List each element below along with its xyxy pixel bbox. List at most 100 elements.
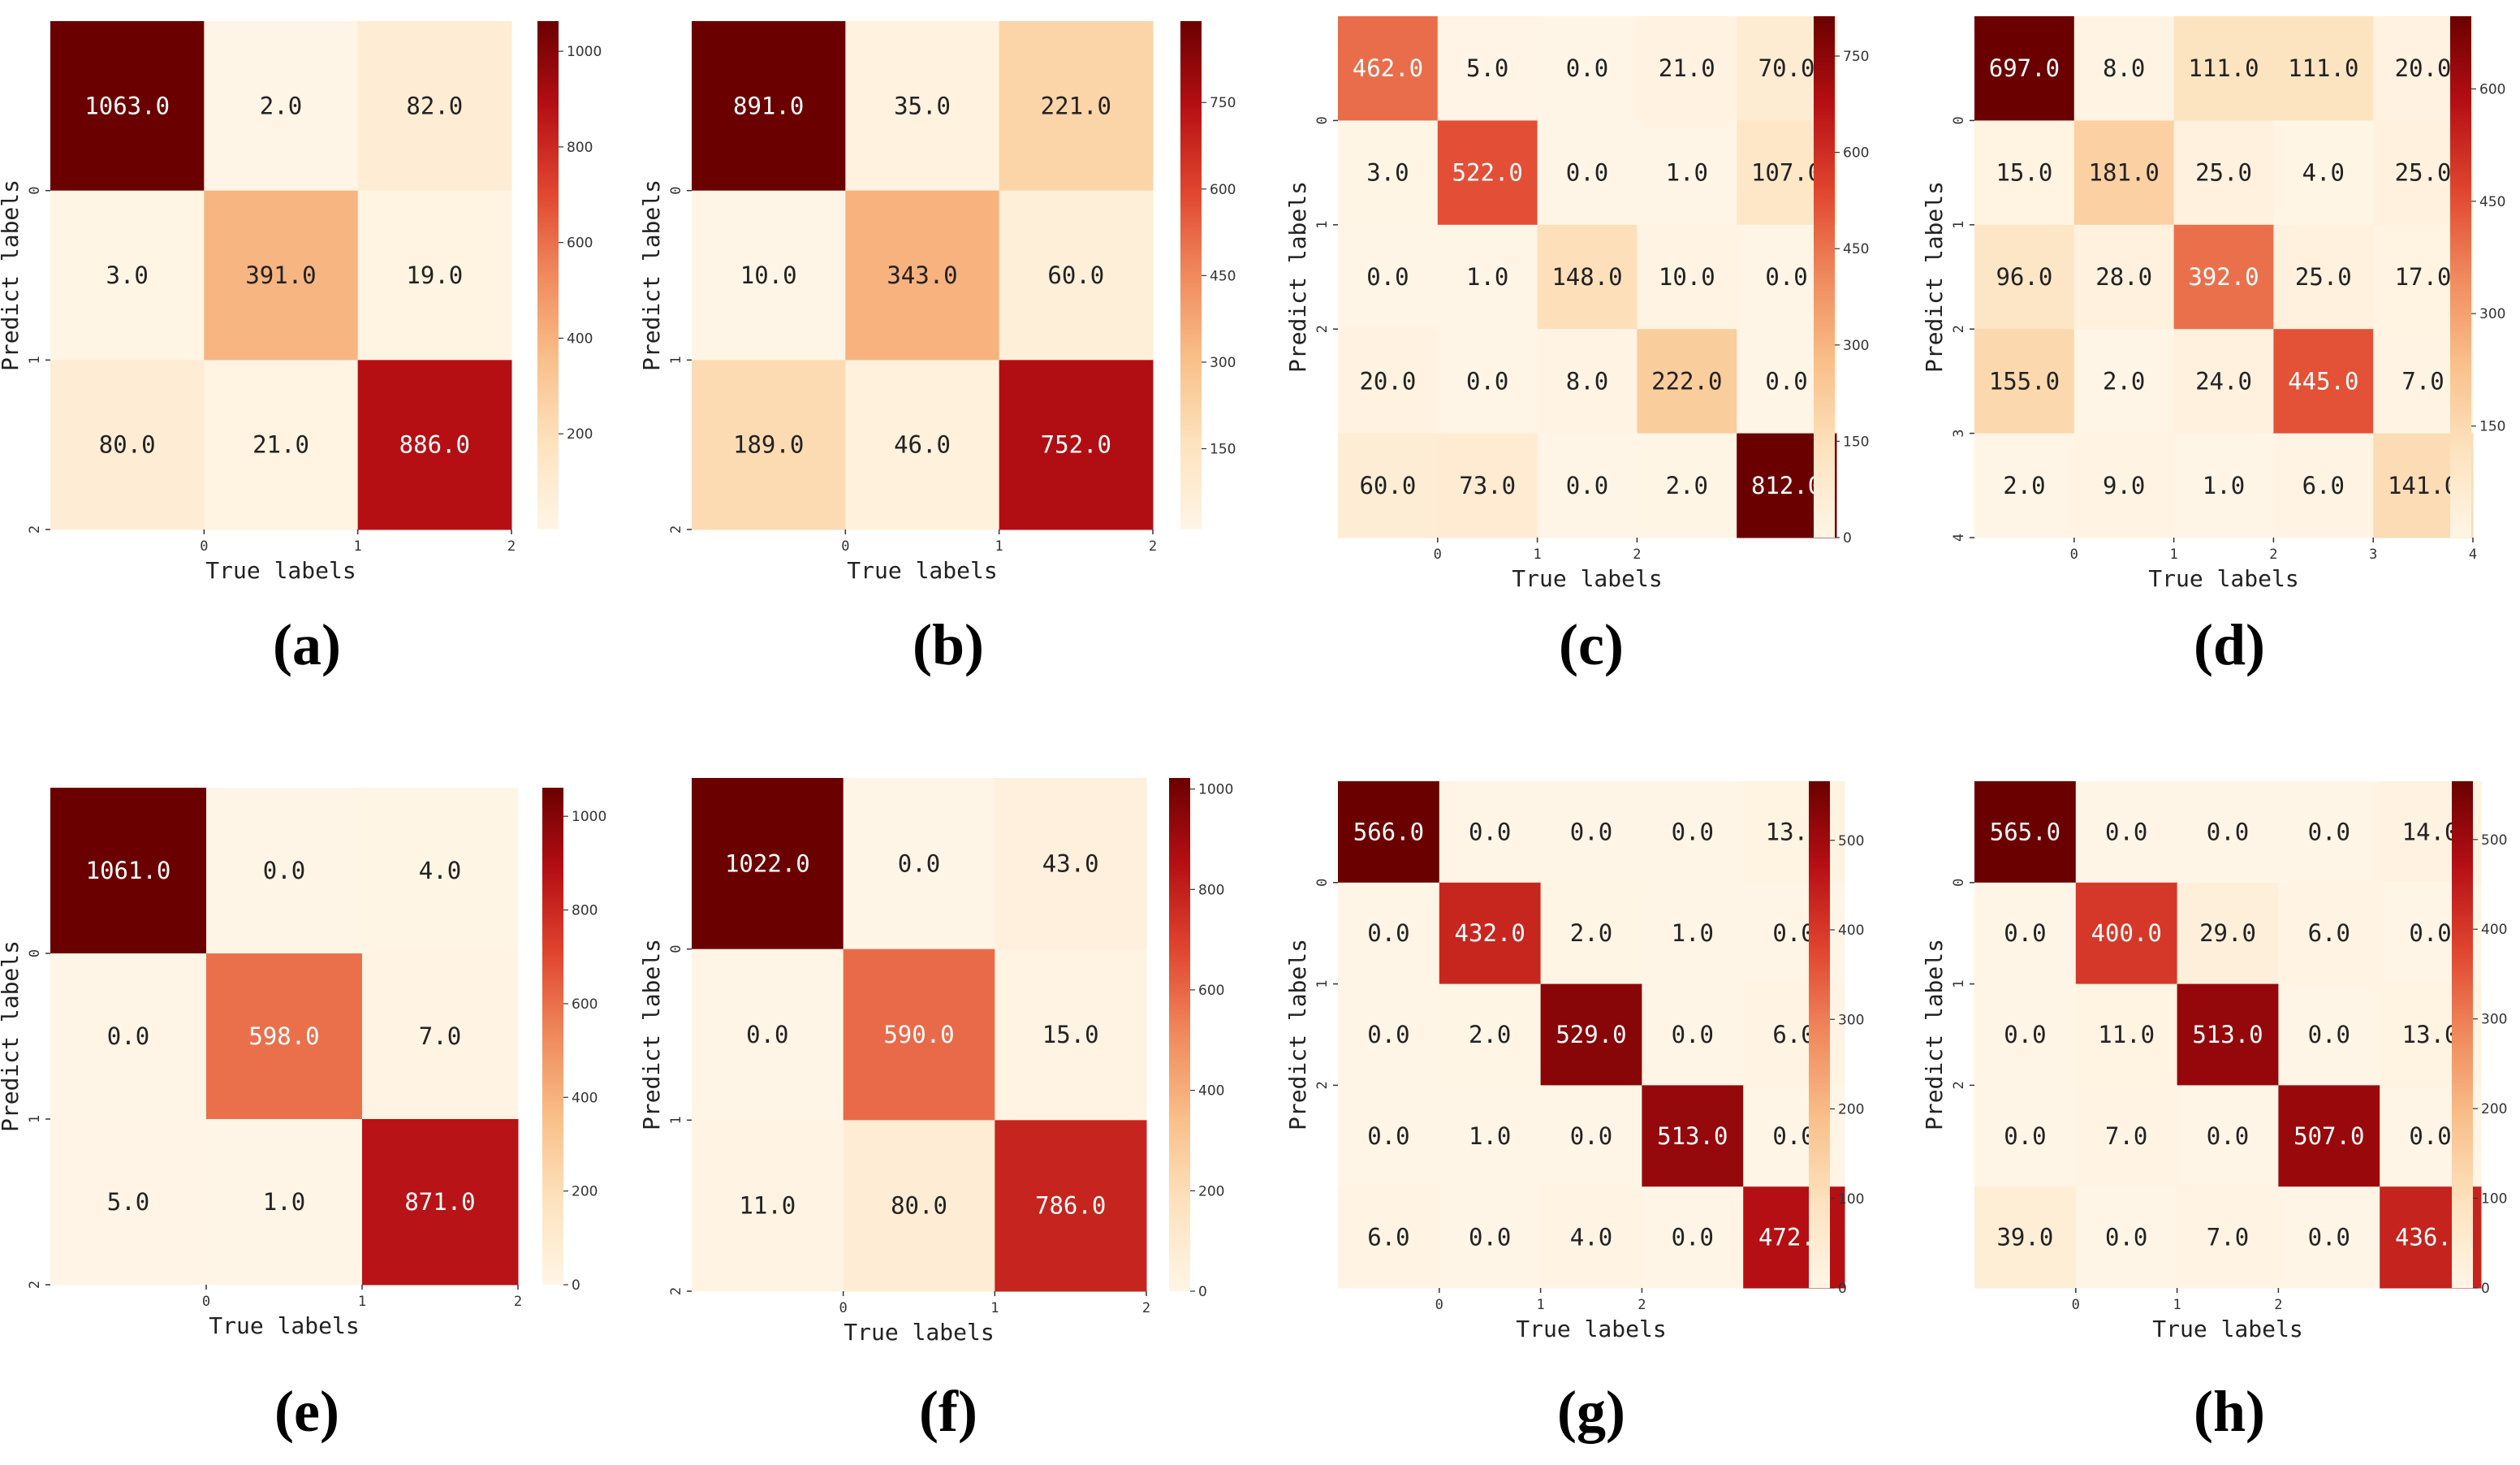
x-axis-title: True labels	[2148, 565, 2298, 592]
heatmap-cell	[204, 21, 359, 192]
colorbar-tick-label: 400	[2481, 922, 2507, 938]
cell-value: 0.0	[1566, 159, 1608, 187]
colorbar-tick-label: 600	[572, 996, 598, 1013]
cell-value: 1.0	[2203, 472, 2245, 499]
panel-label: (b)	[913, 612, 984, 677]
y-tick-label: 1	[1951, 979, 1967, 987]
heatmap-cell	[2177, 1186, 2279, 1289]
cell-value: 0.0	[746, 1021, 788, 1048]
x-tick-label: 2	[1638, 1297, 1646, 1313]
heatmap-cell	[2075, 1085, 2178, 1187]
x-tick-label: 0	[2070, 547, 2078, 563]
cell-value: 0.0	[2207, 818, 2249, 845]
heatmap-cell	[1974, 433, 2075, 538]
heatmap-cell	[1338, 329, 1439, 434]
cell-value: 697.0	[1989, 54, 2060, 82]
heatmap-cell	[1642, 983, 1744, 1086]
cell-value: 73.0	[1459, 472, 1516, 499]
heatmap-cell	[845, 360, 1000, 530]
y-tick-label: 2	[27, 1281, 43, 1289]
heatmap-cell	[2075, 983, 2178, 1086]
colorbar-tick-label: 200	[1198, 1183, 1224, 1199]
heatmap-cell	[2273, 120, 2374, 226]
cell-value: 0.0	[2207, 1122, 2249, 1150]
panel-label: (f)	[919, 1379, 977, 1444]
heatmap-cell	[1338, 224, 1439, 330]
cell-value: 1.0	[1466, 263, 1508, 291]
panel-label: (g)	[1557, 1379, 1625, 1444]
cell-value: 2.0	[2103, 367, 2145, 395]
cell-value: 148.0	[1551, 263, 1622, 291]
cell-value: 80.0	[891, 1192, 947, 1220]
cell-value: 70.0	[1758, 54, 1815, 82]
heatmap-cell	[204, 360, 359, 530]
colorbar-tick-label: 800	[567, 140, 593, 156]
x-tick-label: 0	[841, 538, 849, 555]
heatmap-cell	[2273, 224, 2374, 330]
colorbar-tick-label: 600	[1210, 182, 1236, 198]
x-tick-label: 3	[2369, 547, 2377, 563]
heatmap-cell	[1637, 433, 1737, 538]
colorbar	[1814, 16, 1835, 538]
x-tick-label: 0	[839, 1300, 848, 1316]
cell-value: 222.0	[1651, 367, 1722, 395]
cell-value: 13.0	[2402, 1021, 2459, 1048]
x-tick-label: 2	[514, 1294, 522, 1310]
y-tick-label: 2	[1314, 1081, 1331, 1089]
heatmap-cell	[1540, 983, 1642, 1086]
colorbar-tick-label: 0	[2481, 1281, 2490, 1297]
heatmap-cell	[1974, 882, 2077, 985]
cell-value: 1061.0	[86, 857, 171, 884]
heatmap-cell	[1974, 120, 2075, 226]
cell-value: 0.0	[2105, 818, 2147, 845]
heatmap-cell	[1642, 781, 1744, 884]
cell-value: 14.0	[2402, 818, 2459, 845]
colorbar-tick-label: 400	[567, 331, 593, 347]
cell-value: 886.0	[399, 431, 470, 459]
colorbar-tick-label: 750	[1210, 95, 1236, 111]
cell-value: 0.0	[107, 1022, 149, 1050]
heatmap-cell	[206, 953, 363, 1120]
cell-value: 513.0	[2192, 1021, 2263, 1048]
cell-value: 11.0	[739, 1192, 796, 1220]
cell-value: 513.0	[1657, 1122, 1728, 1150]
x-axis-title: True labels	[2152, 1316, 2302, 1342]
heatmap-cell	[2177, 983, 2279, 1086]
cell-value: 529.0	[1556, 1021, 1626, 1048]
cell-value: 28.0	[2095, 263, 2152, 291]
y-tick-label: 2	[1314, 325, 1331, 333]
heatmap-cell	[2075, 781, 2178, 884]
cell-value: 0.0	[1367, 919, 1409, 947]
colorbar-tick-label: 300	[1838, 1012, 1864, 1028]
colorbar-tick-label: 600	[1198, 983, 1224, 999]
heatmap-cell	[2073, 16, 2175, 121]
cell-value: 445.0	[2288, 367, 2358, 395]
colorbar	[2450, 16, 2471, 538]
y-tick-label: 1	[668, 1116, 684, 1124]
x-tick-label: 1	[2169, 547, 2177, 563]
y-tick-label: 0	[1951, 879, 1967, 887]
cell-value: 0.0	[2308, 1224, 2350, 1251]
colorbar-tick-label: 1000	[567, 44, 602, 60]
colorbar-tick-label: 300	[1843, 338, 1869, 354]
heatmap-cell	[206, 788, 363, 954]
cell-value: 4.0	[419, 857, 461, 884]
heatmap-cell	[1439, 882, 1542, 985]
heatmap-cell	[2273, 433, 2374, 538]
x-tick-label: 1	[1536, 1297, 1544, 1313]
cell-value: 3.0	[1366, 159, 1409, 187]
confusion-matrix-panel-d: 697.0 8.0 111.0 111.0 20.015.0 181.0 25.0 4.0 25…	[1921, 16, 2505, 677]
cell-value: 507.0	[2293, 1122, 2364, 1150]
colorbar-tick-label: 0	[1843, 530, 1852, 547]
y-tick-label: 0	[1951, 116, 1967, 124]
heatmap-cell	[845, 21, 1000, 192]
y-axis-title: Predict labels	[1284, 939, 1311, 1130]
cell-value: 1.0	[263, 1188, 305, 1216]
heatmap-cell	[2173, 329, 2274, 434]
heatmap-cell	[843, 949, 995, 1121]
heatmap-cell	[1437, 16, 1538, 121]
x-tick-label: 2	[2269, 547, 2277, 563]
cell-value: 1.0	[1469, 1122, 1511, 1150]
heatmap-cell	[999, 21, 1154, 192]
cell-value: 0.0	[2409, 919, 2451, 947]
